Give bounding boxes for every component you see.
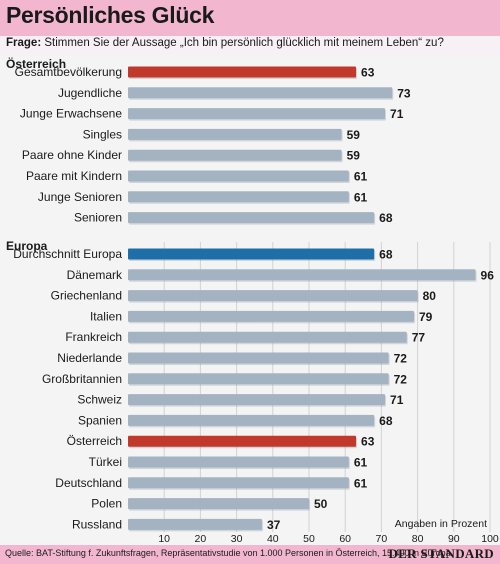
bar (128, 414, 375, 426)
group-label: Österreich (6, 56, 66, 71)
value-label: 72 (394, 372, 408, 386)
bar (128, 352, 389, 364)
bar (128, 331, 407, 343)
group-label: Europa (6, 239, 48, 253)
value-label: 61 (354, 476, 368, 490)
x-tick-label: 20 (195, 533, 207, 545)
value-label: 73 (397, 86, 411, 100)
title-bar: Persönliches Glück (0, 0, 500, 36)
bar (128, 477, 349, 489)
value-label: 79 (419, 310, 433, 324)
bar (128, 87, 393, 99)
x-tick-label: 70 (376, 533, 388, 545)
category-label: Russland (72, 517, 122, 531)
value-label: 68 (379, 414, 393, 428)
bar (128, 248, 375, 260)
category-label: Niederlande (57, 351, 122, 365)
category-label: Griechenland (51, 289, 122, 303)
question-label: Frage: (6, 37, 42, 49)
x-tick-label: 50 (303, 533, 315, 545)
category-label: Paare ohne Kinder (22, 148, 122, 162)
category-label: Junge Erwachsene (20, 107, 122, 121)
category-label: Junge Senioren (38, 190, 122, 204)
bar (128, 128, 342, 140)
category-label: Polen (91, 497, 122, 511)
value-label: 50 (314, 497, 328, 511)
question-text: Stimmen Sie der Aussage „Ich bin persönl… (41, 37, 444, 49)
bar (128, 149, 342, 161)
bar (128, 310, 414, 322)
value-label: 68 (379, 211, 393, 225)
bar (128, 456, 349, 468)
category-label: Italien (90, 309, 122, 323)
value-label: 61 (354, 456, 368, 470)
bar (128, 191, 349, 203)
x-tick-label: 80 (412, 533, 424, 545)
category-label: Schweiz (77, 393, 122, 407)
value-label: 80 (423, 289, 437, 303)
category-label: Frankreich (65, 330, 122, 344)
value-label: 77 (412, 331, 426, 345)
value-label: 59 (347, 149, 361, 163)
bar (128, 290, 418, 302)
category-label: Deutschland (55, 476, 122, 490)
bar (128, 170, 349, 182)
bar (128, 394, 386, 406)
bar (128, 66, 357, 78)
category-label: Singles (83, 127, 122, 141)
category-label: Dänemark (67, 268, 123, 282)
category-label: Jugendliche (58, 86, 122, 100)
x-tick-label: 100 (481, 533, 499, 545)
category-label: Österreich (67, 434, 122, 448)
value-label: 59 (347, 128, 361, 142)
value-label: 63 (361, 435, 375, 449)
x-tick-label: 60 (339, 533, 351, 545)
value-label: 61 (354, 190, 368, 204)
value-label: 71 (390, 107, 404, 121)
bar (128, 518, 262, 530)
value-label: 72 (394, 352, 408, 366)
category-label: Durchschnitt Europa (13, 247, 122, 261)
category-label: Spanien (78, 413, 122, 427)
footer-bar: Quelle: BAT-Stiftung f. Zukunftsfragen, … (0, 545, 500, 564)
value-label: 63 (361, 66, 375, 80)
category-label: Senioren (74, 211, 122, 225)
x-tick-label: 10 (158, 533, 170, 545)
x-tick-label: 40 (267, 533, 279, 545)
value-label: 71 (390, 393, 404, 407)
category-label: Paare mit Kindern (26, 169, 122, 183)
value-label: 68 (379, 248, 393, 262)
brand-logo: DER STANDARD (388, 546, 494, 561)
unit-label: Angaben in Prozent (395, 518, 487, 530)
bar (128, 108, 386, 120)
category-label: Türkei (89, 455, 122, 469)
bar (128, 498, 309, 510)
source-note: Quelle: BAT-Stiftung f. Zukunftsfragen, … (5, 548, 451, 558)
value-label: 37 (267, 518, 281, 532)
chart-title: Persönliches Glück (6, 2, 215, 28)
x-tick-label: 30 (231, 533, 243, 545)
bar (128, 269, 476, 281)
bar (128, 373, 389, 385)
category-label: Gesamtbevölkerung (15, 65, 122, 79)
value-label: 96 (481, 268, 495, 282)
bar (128, 212, 375, 224)
bar (128, 435, 357, 447)
x-tick-label: 90 (448, 533, 460, 545)
value-label: 61 (354, 170, 368, 184)
question-line: Frage: Stimmen Sie der Aussage „Ich bin … (6, 37, 444, 49)
category-label: Großbritannien (42, 372, 122, 386)
